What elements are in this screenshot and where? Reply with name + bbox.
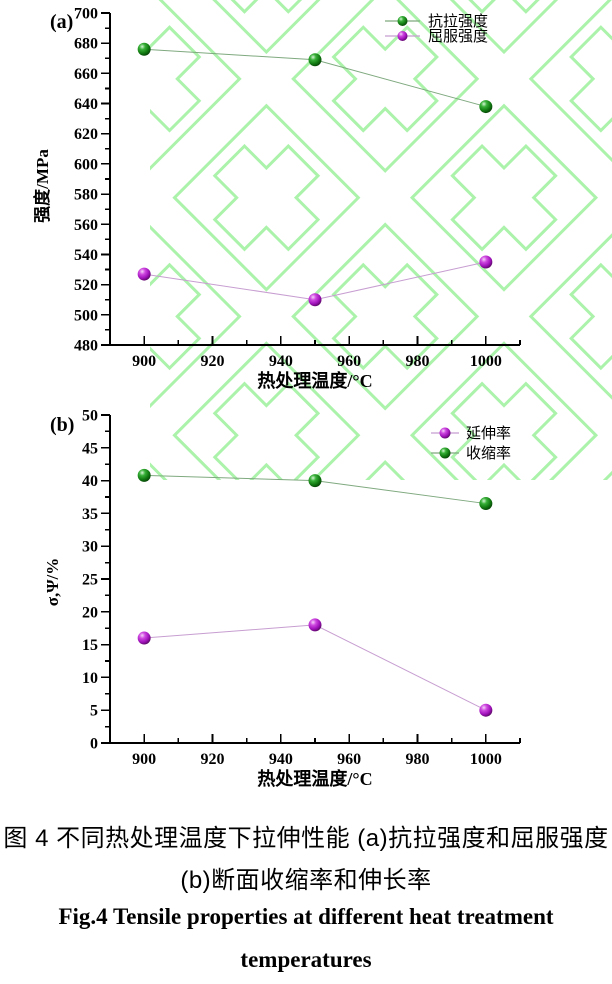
x-tick-label: 920 <box>201 353 225 370</box>
caption-zh-line2: (b)断面收缩率和伸长率 <box>180 867 432 894</box>
y-tick-label: 700 <box>74 6 98 23</box>
caption-zh-line1: 图 4 不同热处理温度下拉伸性能 (a)抗拉强度和屈服强度 <box>3 825 609 852</box>
y-tick-label: 560 <box>74 217 98 234</box>
y-tick-label: 620 <box>74 126 98 143</box>
x-axis-label: 热处理温度/°C <box>257 768 372 789</box>
ticks <box>101 12 521 346</box>
data-point-marker <box>479 703 493 717</box>
data-point-marker <box>137 468 151 482</box>
legend-label: 延伸率 <box>466 425 511 442</box>
x-axis-label: 热处理温度/°C <box>257 370 372 391</box>
y-tick-label: 25 <box>82 572 98 589</box>
data-point-marker <box>308 293 322 307</box>
panel-label: (b) <box>50 414 74 436</box>
y-tick-label: 580 <box>74 187 98 204</box>
data-point-marker <box>479 497 493 511</box>
caption-en-line1: Fig.4 Tensile properties at different he… <box>58 904 554 929</box>
x-tick-label: 940 <box>269 751 293 768</box>
x-tick-label: 900 <box>132 353 156 370</box>
green-diamond-logo-watermark <box>150 0 612 480</box>
x-tick-label: 900 <box>132 751 156 768</box>
data-point-marker <box>137 631 151 645</box>
y-tick-label: 500 <box>74 307 98 324</box>
x-tick-label: 1000 <box>470 353 502 370</box>
y-tick-label: 0 <box>90 736 98 753</box>
ticks <box>101 414 521 744</box>
y-tick-label: 520 <box>74 277 98 294</box>
x-tick-label: 940 <box>269 353 293 370</box>
y-tick-label: 600 <box>74 156 98 173</box>
panel-label: (a) <box>50 11 73 33</box>
x-tick-label: 960 <box>337 751 361 768</box>
y-tick-label: 5 <box>90 703 98 720</box>
legend-label: 抗拉强度 <box>428 13 488 30</box>
legend-marker <box>397 16 408 26</box>
data-point-marker <box>308 618 322 632</box>
chart-b: 0 5 10 15 20 25 30 35 40 45 50 900 920 940 960 980 1000 热… <box>43 408 521 789</box>
data-point-marker <box>137 267 151 281</box>
x-tick-label: 920 <box>201 751 225 768</box>
data-point-marker <box>479 255 493 269</box>
y-axis-label: 强度/MPa <box>32 149 52 223</box>
y-axis-label: σ,Ψ/% <box>43 558 62 606</box>
y-tick-label: 680 <box>74 36 98 53</box>
y-tick-label: 660 <box>74 66 98 83</box>
x-tick-label: 980 <box>406 353 430 370</box>
legend-label: 屈服强度 <box>428 28 488 45</box>
legend-marker <box>397 31 408 41</box>
series-elongation <box>137 618 493 717</box>
y-tick-label: 640 <box>74 96 98 113</box>
data-point-marker <box>308 474 322 488</box>
legend-marker <box>439 427 451 439</box>
x-tick-label: 980 <box>406 751 430 768</box>
series-tensile-strength <box>137 42 493 114</box>
data-point-marker <box>137 42 151 56</box>
x-tick-label: 960 <box>337 353 361 370</box>
data-point-marker <box>479 100 493 114</box>
y-tick-label: 540 <box>74 247 98 264</box>
tick-labels: 480 500 520 540 560 580 600 620 640 660 680 700 900 9… <box>74 6 502 371</box>
y-tick-label: 15 <box>82 637 98 654</box>
y-tick-label: 45 <box>82 440 98 457</box>
y-tick-label: 35 <box>82 506 98 523</box>
tick-labels: 0 5 10 15 20 25 30 35 40 45 50 900 920 940 960 980 1000 <box>82 408 502 769</box>
series-reduction-of-area <box>137 468 493 511</box>
y-tick-label: 20 <box>82 604 98 621</box>
legend-marker <box>439 447 451 459</box>
y-tick-label: 40 <box>82 473 98 490</box>
y-tick-label: 30 <box>82 539 98 556</box>
data-point-marker <box>308 53 322 67</box>
y-tick-label: 480 <box>74 338 98 355</box>
caption-en-line2: temperatures <box>240 947 372 972</box>
chart-a: 480 500 520 540 560 580 600 620 640 660 680 700 900 9… <box>32 6 521 391</box>
series-yield-strength <box>137 255 493 307</box>
y-tick-label: 10 <box>82 670 98 687</box>
legend-label: 收缩率 <box>466 445 511 462</box>
x-tick-label: 1000 <box>470 751 502 768</box>
y-tick-label: 50 <box>82 408 98 425</box>
